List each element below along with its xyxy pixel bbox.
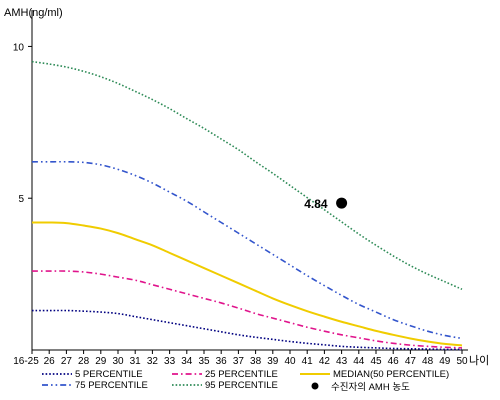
x-tick-label: 45 <box>370 356 382 367</box>
series-layer <box>31 60 463 351</box>
legend-label: 75 PERCENTILE <box>75 380 148 391</box>
legend-label: 25 PERCENTILE <box>205 369 278 380</box>
x-tick-label: 46 <box>388 356 400 367</box>
x-tick-label: 29 <box>95 356 107 367</box>
x-tick-label: 42 <box>319 356 331 367</box>
x-tick-label: 26 <box>44 356 56 367</box>
x-tick-label: 33 <box>164 356 176 367</box>
x-tick-label: 27 <box>61 356 73 367</box>
axes: 16-25 26 27 28 29 30 31 32 33 34 35 36 37 38 39 40 41 42 4… <box>13 10 468 367</box>
legend-point-marker <box>311 382 319 390</box>
x-tick-label: 39 <box>267 356 279 367</box>
x-tick-label: 36 <box>216 356 228 367</box>
x-tick-label: 41 <box>302 356 314 367</box>
legend-point-label: 수진자의 AMH 농도 <box>331 382 410 393</box>
x-axis-label: 나이 <box>469 354 489 367</box>
patient-point-layer: 4.84 <box>304 197 348 211</box>
x-tick-label: 16-25 <box>13 356 39 367</box>
x-tick-label: 48 <box>422 356 434 367</box>
x-tick-label: 44 <box>353 356 365 367</box>
legend-label: 95 PERCENTILE <box>205 380 278 391</box>
patient-amh-point <box>336 197 348 209</box>
legend-label: MEDIAN(50 PERCENTILE) <box>333 369 449 380</box>
y-axis-label: AMH(ng/ml) <box>4 7 63 19</box>
x-tick-label: 40 <box>284 356 296 367</box>
y-tick-label: 5 <box>18 194 24 205</box>
x-tick-label: 38 <box>250 356 262 367</box>
series-line <box>32 270 463 349</box>
x-tick-label: 34 <box>181 356 193 367</box>
x-tick-label: 37 <box>233 356 245 367</box>
patient-amh-value-label: 4.84 <box>304 197 328 211</box>
x-tick-label: 32 <box>147 356 159 367</box>
series-line <box>32 309 463 351</box>
series-line <box>31 60 463 291</box>
series-line <box>32 160 463 340</box>
legend-label: 5 PERCENTILE <box>75 369 143 380</box>
x-tick-label: 43 <box>336 356 348 367</box>
x-tick-label: 30 <box>112 356 124 367</box>
x-tick-label: 28 <box>78 356 90 367</box>
series-line <box>31 221 463 347</box>
x-tick-label: 31 <box>130 356 142 367</box>
y-tick-label: 10 <box>13 42 25 53</box>
x-tick-label: 49 <box>439 356 451 367</box>
x-tick-label: 50 <box>456 356 468 367</box>
x-tick-label: 47 <box>405 356 417 367</box>
x-tick-label: 35 <box>198 356 210 367</box>
